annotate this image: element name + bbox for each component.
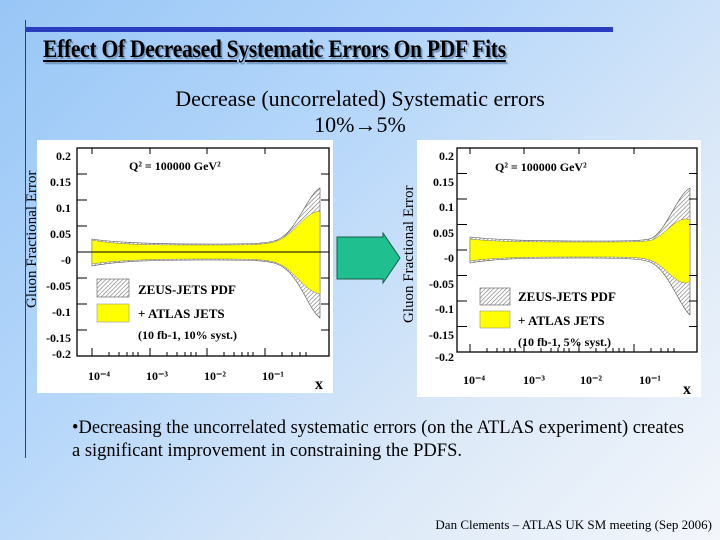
svg-text:-0.15: -0.15 — [46, 331, 71, 345]
left-legend-hatch-swatch — [96, 278, 130, 298]
title-accent-bar — [25, 27, 613, 32]
left-legend-1: ZEUS-JETS PDF — [138, 282, 236, 297]
right-legend-2: + ATLAS JETS — [518, 313, 605, 328]
svg-text:-0.15: -0.15 — [429, 328, 454, 342]
right-y-ticks — [457, 147, 697, 353]
left-xtick-labels: 10⁻⁴ 10⁻³ 10⁻² 10⁻¹ — [88, 369, 284, 383]
left-legend-2: + ATLAS JETS — [138, 306, 225, 321]
svg-text:-0.2: -0.2 — [435, 350, 454, 364]
svg-text:0.05: 0.05 — [433, 226, 454, 240]
svg-text:0.05: 0.05 — [50, 227, 71, 241]
svg-text:0.1: 0.1 — [56, 201, 71, 215]
right-annotation: Q² = 100000 GeV² — [495, 160, 587, 174]
right-legend-yellow-swatch — [479, 310, 511, 329]
right-xlabel: x — [683, 381, 691, 397]
left-error-bands — [91, 187, 321, 319]
svg-text:10⁻³: 10⁻³ — [523, 373, 545, 387]
slide-title: Effect Of Decreased Systematic Errors On… — [43, 36, 506, 63]
right-plot-svg: 0.2 0.15 0.1 0.05 -0 -0.05 -0.1 -0.15 -0… — [429, 147, 698, 398]
left-plot-svg: 0.2 0.15 0.1 0.05 -0 -0.05 -0.1 -0.15 -0… — [46, 147, 330, 393]
left-annotation: Q² = 100000 GeV² — [129, 159, 221, 173]
svg-text:-0.05: -0.05 — [429, 277, 454, 291]
right-xtick-labels: 10⁻⁴ 10⁻³ 10⁻² 10⁻¹ — [463, 373, 661, 387]
right-arrow-icon — [336, 232, 401, 285]
svg-text:10⁻⁴: 10⁻⁴ — [463, 373, 485, 387]
svg-text:-0.05: -0.05 — [46, 279, 71, 293]
svg-text:0.2: 0.2 — [439, 149, 454, 163]
left-y-ticks — [77, 147, 329, 357]
left-xlabel: x — [315, 376, 323, 393]
left-legend-yellow-swatch — [96, 303, 130, 323]
left-legend-3: (10 fb-1, 10% syst.) — [138, 328, 237, 342]
subtitle: Decrease (uncorrelated) Systematic error… — [0, 86, 720, 138]
svg-text:0.2: 0.2 — [56, 149, 71, 163]
left-plot: 0.2 0.15 0.1 0.05 -0 -0.05 -0.1 -0.15 -0… — [37, 140, 333, 393]
svg-text:10⁻¹: 10⁻¹ — [262, 369, 284, 383]
svg-text:10⁻¹: 10⁻¹ — [639, 373, 661, 387]
svg-text:0.15: 0.15 — [433, 175, 454, 189]
bullet-text: •Decreasing the uncorrelated systematic … — [72, 418, 685, 461]
svg-text:10⁻²: 10⁻² — [580, 373, 602, 387]
svg-text:0.15: 0.15 — [50, 175, 71, 189]
svg-text:-0.2: -0.2 — [52, 347, 71, 361]
svg-text:-0.1: -0.1 — [435, 302, 454, 316]
svg-text:-0: -0 — [61, 253, 71, 267]
svg-text:0.1: 0.1 — [439, 200, 454, 214]
right-plot-ylabel: Gluon Fractional Error — [401, 185, 417, 323]
footer-credit: Dan Clements – ATLAS UK SM meeting (Sep … — [435, 517, 712, 532]
right-legend-hatch-swatch — [479, 287, 511, 306]
subtitle-line-2: 10%→5% — [314, 112, 406, 137]
right-error-bands — [469, 187, 691, 316]
svg-text:-0: -0 — [444, 251, 454, 265]
right-plot: 0.2 0.15 0.1 0.05 -0 -0.05 -0.1 -0.15 -0… — [417, 140, 701, 398]
right-legend-1: ZEUS-JETS PDF — [518, 289, 616, 304]
subtitle-line-1: Decrease (uncorrelated) Systematic error… — [175, 86, 545, 111]
svg-text:10⁻⁴: 10⁻⁴ — [88, 369, 110, 383]
svg-text:-0.1: -0.1 — [52, 305, 71, 319]
slide-vertical-rule — [25, 20, 26, 458]
right-ytick-labels: 0.2 0.15 0.1 0.05 -0 -0.05 -0.1 -0.15 -0… — [429, 149, 454, 364]
right-legend-3: (10 fb-1, 5% syst.) — [518, 335, 611, 349]
svg-text:10⁻³: 10⁻³ — [146, 369, 168, 383]
svg-text:10⁻²: 10⁻² — [204, 369, 226, 383]
left-ytick-labels: 0.2 0.15 0.1 0.05 -0 -0.05 -0.1 -0.15 -0… — [46, 149, 71, 361]
